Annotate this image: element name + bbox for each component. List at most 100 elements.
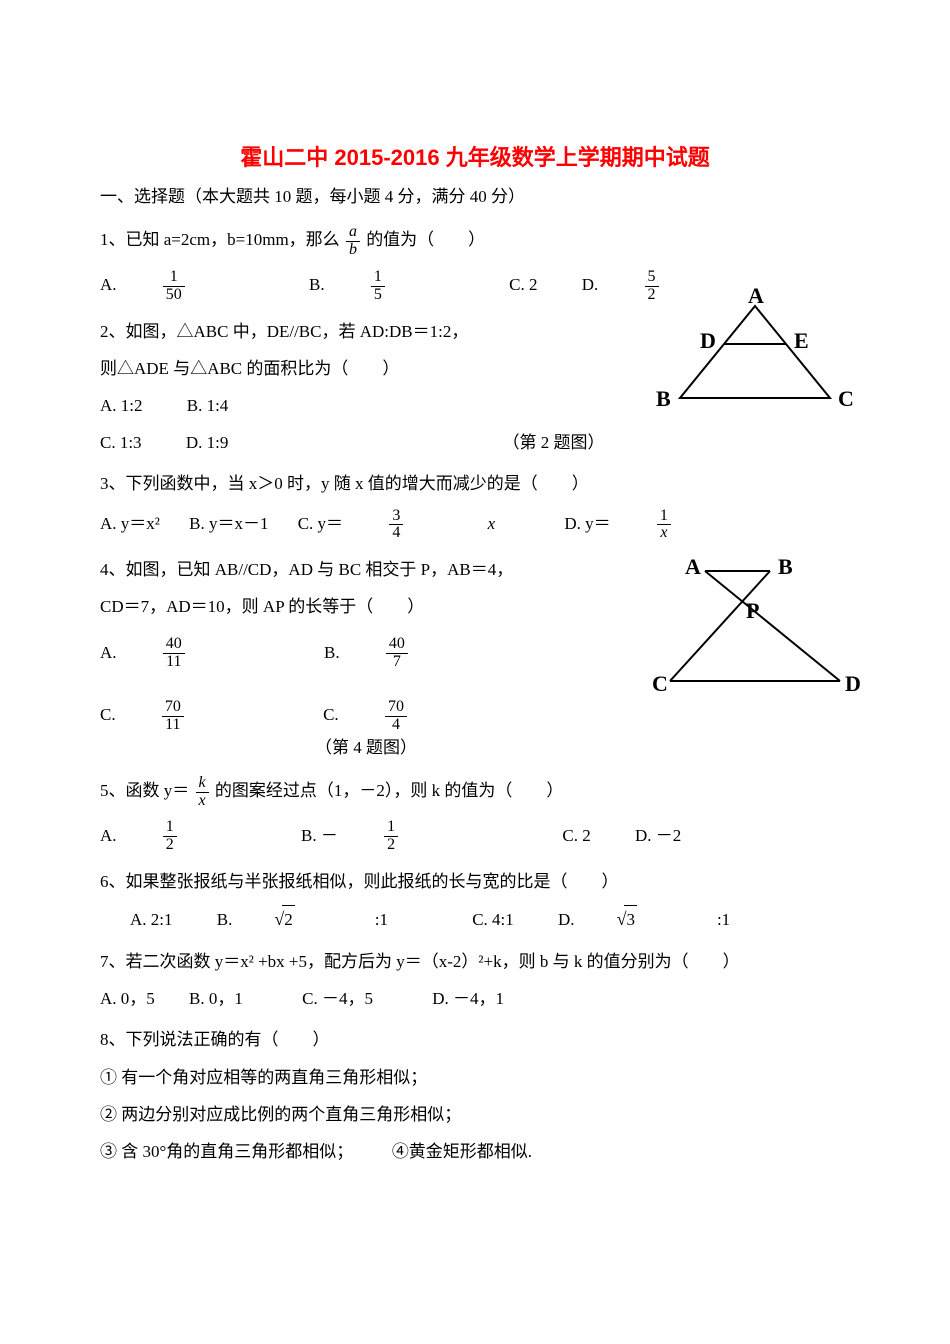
q6-options: A. 2:1 B. 2 :1 C. 4:1 D. 3 :1	[130, 905, 850, 934]
frac-num: 1	[163, 819, 177, 836]
opt-label: B. －	[301, 822, 338, 849]
label-a: A	[685, 554, 701, 579]
q6-opt-a: A. 2:1	[130, 906, 173, 933]
label-b: B	[778, 554, 793, 579]
fraction-icon: 1 50	[163, 269, 225, 304]
label-c: C	[652, 671, 668, 696]
frac-num: 1	[371, 269, 385, 286]
fraction-icon: 70 4	[385, 699, 447, 734]
q5-opt-a: A. 1 2	[100, 819, 257, 854]
opt-label: C. y＝	[298, 510, 343, 537]
q6-opt-d: D. 3 :1	[558, 905, 770, 934]
q4-opt-a: A. 40 11	[100, 636, 265, 671]
page-title: 霍山二中 2015-2016 九年级数学上学期期中试题	[100, 140, 850, 175]
fraction-icon: 40 7	[386, 636, 448, 671]
fraction-icon: 1 2	[384, 819, 438, 854]
question-6: 6、如果整张报纸与半张报纸相似，则此报纸的长与宽的比是（ ） A. 2:1 B.…	[100, 868, 850, 934]
q8-stem: 8、下列说法正确的有（ ）	[100, 1026, 850, 1053]
frac-num: k	[196, 775, 209, 792]
fraction-icon: 70 11	[162, 699, 224, 734]
q4-options-row2: C. 70 11 C. 70 4 （第 4 题图）	[100, 699, 850, 761]
q4-fig-ref: （第 4 题图）	[315, 734, 417, 761]
opt-label: D.	[558, 906, 575, 933]
opt-post: :1	[717, 906, 730, 933]
q2-opt-c: C. 1:3	[100, 429, 142, 456]
q2-opt-a: A. 1:2	[100, 392, 143, 419]
q3-options: A. y＝x² B. y＝x－1 C. y＝ 3 4 x D. y＝ 1 x	[100, 508, 850, 543]
frac-num: 1	[163, 269, 185, 286]
exam-page: 霍山二中 2015-2016 九年级数学上学期期中试题 一、选择题（本大题共 1…	[0, 0, 950, 1239]
q1-stem-pre: 1、已知 a=2cm，b=10mm，那么	[100, 231, 340, 250]
sqrt-icon: 3	[615, 905, 677, 934]
q8-statement-3: ③ 含 30°角的直角三角形都相似；	[100, 1142, 353, 1161]
opt-label: C.	[323, 701, 339, 728]
opt-label: B.	[217, 906, 233, 933]
question-2: 2、如图，△ABC 中，DE//BC，若 AD:DB＝1:2， 则△ADE 与△…	[100, 318, 850, 457]
q3-opt-a: A. y＝x²	[100, 510, 160, 537]
q7-opt-a: A. 0，5	[100, 985, 155, 1012]
q1-opt-b: B. 1 5	[309, 269, 465, 304]
triangle-diagram-icon: A D E B C	[650, 288, 860, 418]
question-5: 5、函数 y＝ k x 的图案经过点（1，－2），则 k 的值为（ ） A. 1…	[100, 775, 850, 854]
q5-opt-c: C. 2	[562, 822, 590, 849]
frac-den: 2	[384, 836, 398, 854]
q1-opt-a: A. 1 50	[100, 269, 265, 304]
q8-statement-4: ④黄金矩形都相似.	[392, 1142, 532, 1161]
q5-stem-pre: 5、函数 y＝	[100, 781, 189, 800]
q7-opt-d: D. －4，1	[432, 985, 504, 1012]
fraction-icon: 1 2	[163, 819, 217, 854]
frac-den: 11	[163, 653, 185, 671]
q3-opt-d: D. y＝ 1 x	[564, 508, 751, 543]
frac-den: 4	[385, 716, 407, 734]
q2-opt-b: B. 1:4	[187, 392, 229, 419]
q4-opt-c: C. 70 11	[100, 699, 264, 734]
frac-den: 2	[163, 836, 177, 854]
opt-label: D. y＝	[564, 510, 610, 537]
q6-opt-b: B. 2 :1	[217, 905, 428, 934]
q4-opt-c2: C. 70 4	[323, 699, 487, 734]
q6-opt-c: C. 4:1	[472, 906, 514, 933]
frac-num: 40	[386, 636, 408, 653]
label-d: D	[845, 671, 860, 696]
sqrt-icon: 2	[272, 905, 334, 934]
q1-opt-c: C. 2	[509, 271, 537, 298]
q7-options: A. 0，5 B. 0，1 C. －4，5 D. －4，1	[100, 985, 850, 1012]
frac-num: 5	[645, 269, 659, 286]
fraction-icon: 3 4	[389, 508, 443, 543]
frac-den: x	[196, 792, 209, 810]
q2-fig-ref: （第 2 题图）	[503, 429, 605, 456]
q2-opt-d: D. 1:9	[186, 429, 229, 456]
frac-den: 4	[389, 524, 403, 542]
q8-statement-2: ② 两边分别对应成比例的两个直角三角形相似；	[100, 1101, 850, 1128]
label-d: D	[700, 328, 716, 353]
frac-den: b	[346, 241, 360, 259]
q2-options-row2: C. 1:3 D. 1:9 （第 2 题图）	[100, 429, 850, 456]
opt-post: :1	[375, 906, 388, 933]
q5-stem-post: 的图案经过点（1，－2），则 k 的值为（ ）	[215, 781, 564, 800]
q6-stem: 6、如果整张报纸与半张报纸相似，则此报纸的长与宽的比是（ ）	[100, 868, 850, 895]
frac-den: x	[657, 524, 671, 542]
q5-opt-b: B. － 1 2	[301, 819, 478, 854]
frac-num: 70	[385, 699, 407, 716]
frac-den: 11	[162, 716, 184, 734]
sqrt-arg: 2	[282, 905, 295, 933]
q5-options: A. 1 2 B. － 1 2 C. 2 D. －2	[100, 819, 850, 854]
section-a-heading: 一、选择题（本大题共 10 题，每小题 4 分，满分 40 分）	[100, 183, 850, 210]
label-c: C	[838, 386, 854, 411]
frac-num: 1	[384, 819, 398, 836]
label-e: E	[794, 328, 809, 353]
q1-stem-post: 的值为（ ）	[366, 231, 485, 250]
opt-label: C.	[100, 701, 116, 728]
fraction-k-over-x: k x	[196, 775, 209, 810]
label-p: P	[746, 598, 759, 623]
opt-label: A.	[100, 271, 117, 298]
frac-den: 7	[386, 653, 408, 671]
opt-label: B.	[324, 639, 340, 666]
frac-num: 1	[657, 508, 671, 525]
frac-den: 50	[163, 286, 185, 304]
frac-num: 3	[389, 508, 403, 525]
q7-opt-b: B. 0，1	[189, 985, 243, 1012]
question-3: 3、下列函数中，当 x＞0 时，y 随 x 值的增大而减少的是（ ） A. y＝…	[100, 470, 850, 542]
q7-stem: 7、若二次函数 y＝x² +bx +5，配方后为 y＝（x-2）²+k，则 b …	[100, 948, 850, 975]
opt-label: B.	[309, 271, 325, 298]
